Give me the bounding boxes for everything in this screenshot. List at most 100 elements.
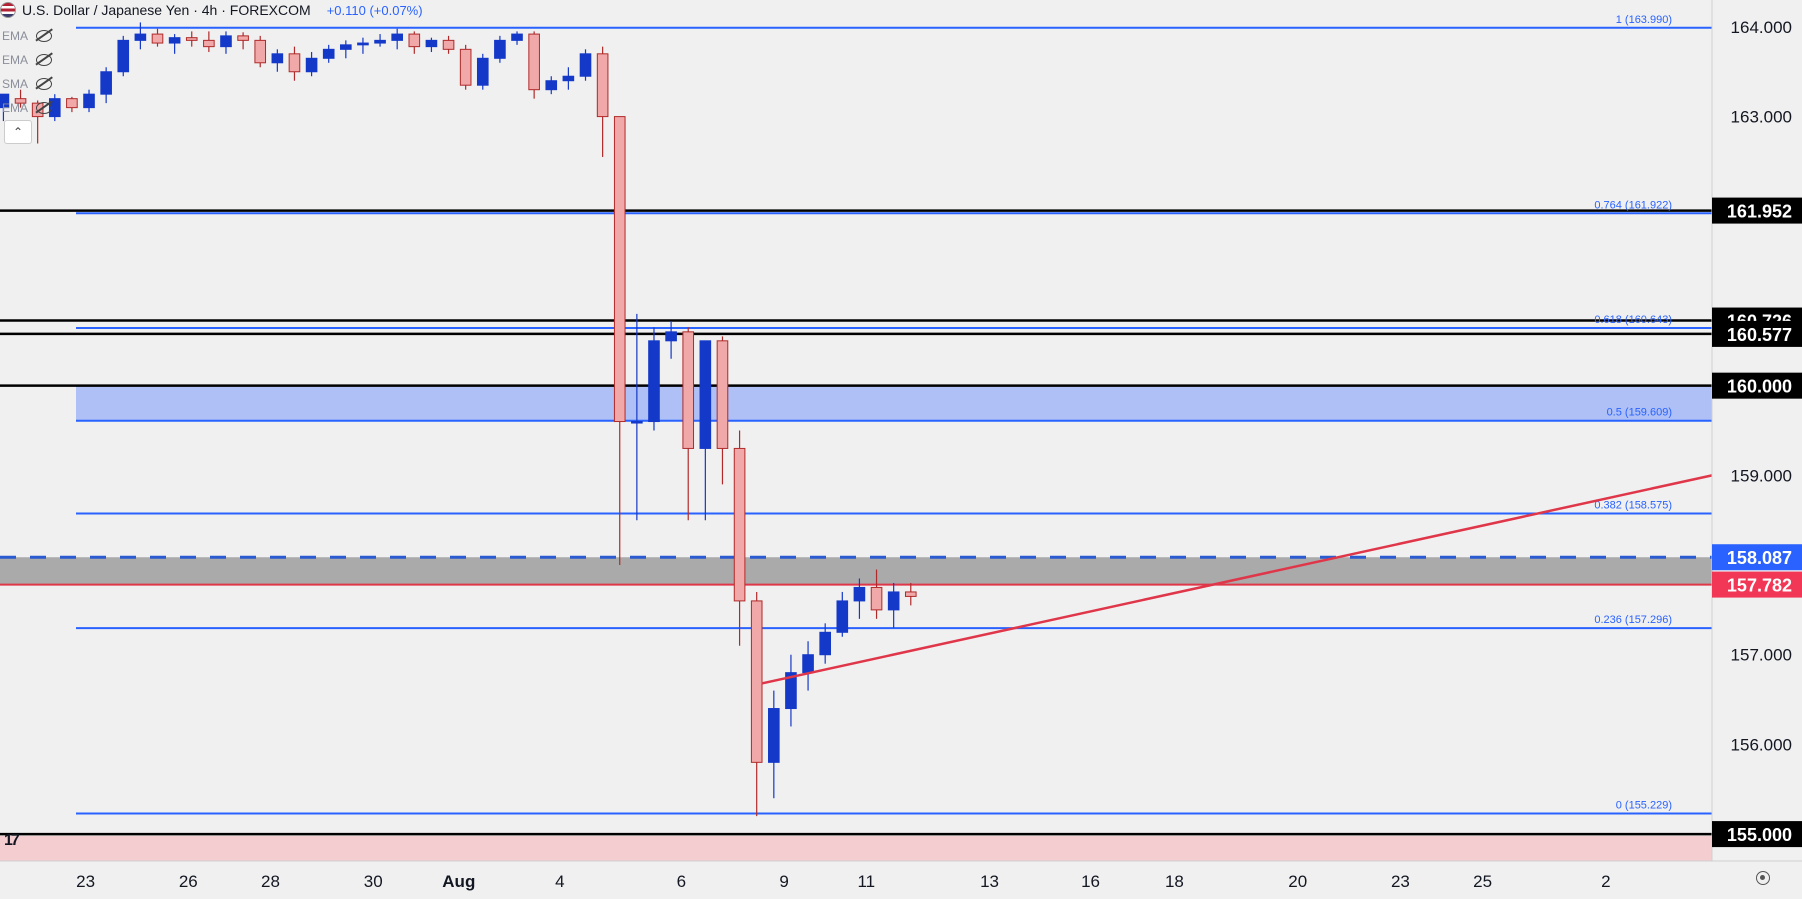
indicator-label: EMA <box>2 53 29 67</box>
candle-body <box>66 98 78 109</box>
x-tick-label: 26 <box>179 872 198 891</box>
candle-body <box>682 331 695 449</box>
candle-body <box>819 631 831 656</box>
price-label: 161.952 <box>1727 202 1792 222</box>
price-label-box <box>1712 320 1802 347</box>
indicator-row[interactable]: EMA <box>2 96 53 120</box>
candle-body <box>870 586 883 611</box>
candle-body <box>357 42 369 46</box>
candle-body <box>545 80 558 91</box>
candle-body <box>562 75 575 82</box>
price-label: 160.577 <box>1727 325 1792 345</box>
us-flag-icon <box>0 2 16 18</box>
zone-gray <box>0 557 1712 585</box>
y-tick-label: 164.000 <box>1731 18 1792 37</box>
price-label-box <box>1712 821 1802 848</box>
fib-label: 0.236 (157.296) <box>1594 614 1672 626</box>
x-tick-label: 28 <box>261 872 280 891</box>
x-tick-label: 23 <box>1391 872 1410 891</box>
y-tick-label: 159.000 <box>1731 466 1792 485</box>
x-tick-label: 2 <box>1601 872 1610 891</box>
candle-body <box>0 93 10 109</box>
candle-body <box>220 35 232 48</box>
x-tick-label: 16 <box>1081 872 1100 891</box>
candle-body <box>442 39 455 50</box>
x-tick-label: 11 <box>857 872 875 891</box>
candle-body <box>887 591 900 611</box>
candle-body <box>203 39 215 48</box>
candle-body <box>425 39 438 48</box>
indicator-label: EMA <box>2 101 29 115</box>
fib-label: 0.5 (159.609) <box>1607 407 1672 419</box>
candle-body <box>648 340 660 423</box>
candle-body <box>288 53 301 73</box>
candle-body <box>168 37 181 44</box>
candle-body <box>768 708 780 763</box>
candle-body <box>117 39 130 73</box>
tradingview-logo-icon: 17 <box>4 832 20 849</box>
candle-body <box>733 447 746 602</box>
price-label: 157.782 <box>1727 576 1792 596</box>
price-label: 155.000 <box>1727 825 1792 845</box>
candle-body <box>904 591 917 597</box>
indicator-row[interactable]: EMA <box>2 24 53 48</box>
candle-body <box>185 37 198 41</box>
candle-body <box>14 98 27 104</box>
zone-pink <box>0 835 1712 861</box>
candle-body <box>511 33 523 41</box>
gear-icon[interactable] <box>1756 871 1770 885</box>
candle-body <box>476 57 489 86</box>
candle-body <box>340 44 352 50</box>
candle-body <box>802 654 814 674</box>
candle-body <box>83 93 95 109</box>
candle-body <box>374 39 386 44</box>
price-axis <box>1712 0 1802 861</box>
y-tick-label: 156.000 <box>1731 735 1792 754</box>
price-label: 158.087 <box>1727 548 1792 568</box>
x-tick-label: 23 <box>76 872 95 891</box>
fib-label: 0.764 (161.922) <box>1594 199 1672 211</box>
indicator-row[interactable]: SMA <box>2 72 53 96</box>
zone-blue <box>76 385 1712 421</box>
candle-body <box>631 421 643 424</box>
candle-body <box>613 116 626 423</box>
x-tick-label: 6 <box>677 872 686 891</box>
collapse-legend-button[interactable]: ⌃ <box>4 120 32 144</box>
eye-hidden-icon[interactable] <box>36 78 53 90</box>
price-label-box <box>1712 372 1802 399</box>
eye-hidden-icon[interactable] <box>36 30 53 42</box>
candle-body <box>750 600 763 763</box>
price-label-box <box>1712 571 1802 598</box>
time-axis <box>0 861 1802 899</box>
candle-body <box>100 71 112 95</box>
candle-body <box>494 39 506 59</box>
indicator-legend: EMA EMA SMA EMA <box>2 24 53 120</box>
price-label-box <box>1712 197 1802 224</box>
indicator-label: SMA <box>2 77 29 91</box>
candle-body <box>408 33 421 48</box>
eye-hidden-icon[interactable] <box>36 54 53 66</box>
candle-body <box>528 33 540 91</box>
price-change: +0.110 (+0.07%) <box>326 2 423 18</box>
candle-body <box>665 331 677 342</box>
symbol-title[interactable]: U.S. Dollar / Japanese Yen · 4h · FOREXC… <box>22 2 311 18</box>
x-tick-label: 20 <box>1288 872 1307 891</box>
indicator-row[interactable]: EMA <box>2 48 53 72</box>
eye-hidden-icon[interactable] <box>36 102 53 114</box>
y-tick-label: 163.000 <box>1731 108 1792 127</box>
candle-body <box>271 53 284 64</box>
candle-body <box>716 340 729 449</box>
price-label-box <box>1712 544 1802 571</box>
candle-body <box>322 48 335 59</box>
y-tick-label: 157.000 <box>1731 646 1792 665</box>
candle-body <box>134 33 147 41</box>
fib-label: 0.382 (158.575) <box>1594 499 1672 511</box>
x-tick-label: 18 <box>1165 872 1184 891</box>
candle-body <box>579 53 592 77</box>
candle-body <box>785 672 797 710</box>
x-tick-label: 25 <box>1473 872 1492 891</box>
fib-label: 1 (163.990) <box>1616 14 1672 26</box>
candle-body <box>254 39 267 64</box>
candle-body <box>151 33 164 44</box>
